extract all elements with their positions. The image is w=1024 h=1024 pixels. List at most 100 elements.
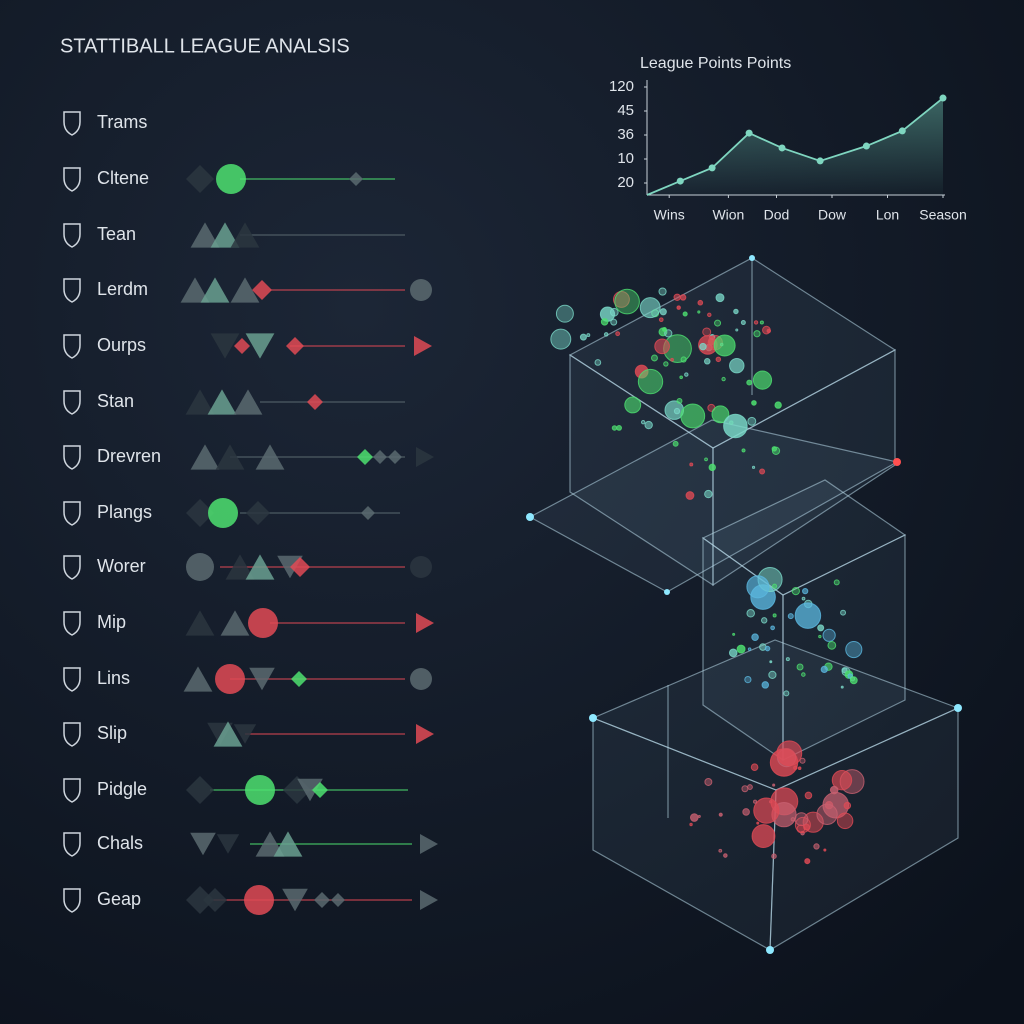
- particle: [801, 596, 806, 601]
- particle: [679, 294, 687, 301]
- glyph-t: [185, 610, 215, 636]
- particle: [744, 675, 752, 684]
- team-icon: [63, 445, 81, 470]
- point: [676, 177, 684, 185]
- particle: [801, 672, 806, 677]
- particle: [759, 468, 766, 475]
- team-name: Chals: [97, 833, 143, 853]
- particle: [600, 318, 609, 326]
- x-tick-label: Lon: [876, 207, 899, 223]
- glow: [893, 458, 901, 466]
- particle: [751, 824, 776, 849]
- glyph-d: [246, 501, 270, 525]
- particle: [659, 308, 667, 316]
- particle: [785, 657, 790, 662]
- particle: [637, 368, 664, 395]
- cube-face: [769, 707, 959, 952]
- team-name: Pidgle: [97, 779, 147, 799]
- glyph-circle: [215, 664, 245, 694]
- particle: [680, 403, 706, 429]
- glyph-a: [416, 613, 434, 633]
- particle: [736, 644, 746, 654]
- particle: [802, 587, 809, 595]
- team-icon: [63, 223, 81, 248]
- glyph-circle: [208, 498, 238, 528]
- particle: [704, 777, 713, 786]
- glyph-t: [180, 277, 210, 303]
- x-tick-label: Dow: [818, 207, 847, 223]
- glyph-t: [185, 389, 215, 415]
- particle: [713, 334, 736, 357]
- glyph-d: [186, 776, 214, 804]
- particle: [704, 489, 713, 499]
- particle: [735, 328, 739, 332]
- particle: [747, 647, 752, 651]
- glyph-t: [233, 389, 263, 415]
- glyph-d: [314, 892, 330, 908]
- point: [778, 144, 786, 152]
- particle: [772, 583, 778, 589]
- particle: [820, 665, 828, 674]
- glow: [954, 704, 962, 712]
- particle: [682, 311, 688, 317]
- particle: [796, 824, 806, 834]
- particle: [769, 660, 773, 664]
- particle: [644, 420, 653, 430]
- particle: [772, 613, 777, 618]
- particle: [611, 425, 618, 431]
- particle: [776, 740, 803, 767]
- team-icon: [63, 390, 81, 415]
- team-name: Drevren: [97, 446, 161, 466]
- particle: [742, 808, 750, 816]
- glyph-d: [186, 886, 214, 914]
- particle: [813, 843, 820, 850]
- glyph-t: [225, 554, 255, 580]
- particle: [699, 342, 707, 351]
- particle: [836, 812, 854, 830]
- team-name: Cltene: [97, 168, 149, 188]
- glyph-a: [414, 336, 432, 356]
- glyph-a: [420, 834, 438, 854]
- particle: [740, 320, 746, 326]
- glyph-d: [331, 893, 345, 907]
- glyph-t: [190, 222, 220, 248]
- glyph-t: [230, 277, 260, 303]
- glyph-d: [203, 888, 227, 912]
- glyph-d: [290, 557, 310, 577]
- particle: [658, 317, 664, 323]
- particle: [610, 318, 618, 326]
- particle: [586, 333, 591, 338]
- team-icon: [63, 111, 81, 136]
- particle: [746, 608, 755, 618]
- glyph-v: [282, 888, 308, 912]
- particle: [756, 821, 760, 825]
- glyph-t: [213, 721, 243, 747]
- glyph-v: [190, 832, 216, 856]
- glyph-circle: [410, 556, 432, 578]
- particle: [718, 812, 723, 817]
- particle: [797, 766, 802, 771]
- particle: [770, 625, 775, 631]
- particle: [684, 372, 689, 377]
- particle: [804, 791, 813, 800]
- particle: [840, 609, 847, 616]
- particle: [676, 397, 683, 404]
- point: [745, 129, 753, 137]
- particle: [651, 354, 658, 362]
- glyph-v: [210, 333, 240, 359]
- glyph-circle: [248, 608, 278, 638]
- glyph-a: [420, 890, 438, 910]
- particle: [753, 797, 780, 824]
- particle: [768, 670, 777, 680]
- glyph-d: [373, 450, 387, 464]
- area: [647, 98, 943, 195]
- glyph-v: [233, 724, 257, 744]
- particle: [741, 448, 746, 453]
- glyph-circle: [186, 553, 214, 581]
- particle: [733, 308, 739, 315]
- glow: [589, 714, 597, 722]
- particle: [791, 586, 800, 596]
- glyph-circle: [244, 885, 274, 915]
- glyph-a: [416, 724, 434, 744]
